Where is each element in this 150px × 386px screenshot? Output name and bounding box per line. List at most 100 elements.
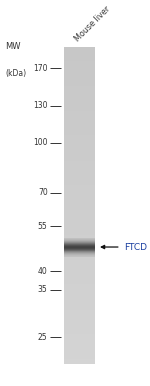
Bar	[64, 330, 95, 331]
Bar	[64, 102, 95, 103]
Bar	[64, 164, 95, 165]
Bar	[64, 119, 95, 120]
Bar	[64, 157, 95, 159]
Bar	[64, 148, 95, 149]
Bar	[64, 362, 95, 364]
Bar	[64, 111, 95, 112]
Bar	[64, 135, 95, 136]
Bar	[64, 269, 95, 271]
Bar	[64, 151, 95, 152]
Bar	[64, 70, 95, 71]
Bar	[64, 146, 95, 147]
Bar	[64, 71, 95, 72]
Bar	[64, 292, 95, 293]
Bar	[64, 180, 95, 181]
Bar	[64, 81, 95, 83]
Bar	[64, 236, 95, 237]
Bar	[64, 197, 95, 198]
Bar	[64, 152, 95, 153]
Text: (kDa): (kDa)	[5, 69, 26, 78]
Bar	[64, 58, 95, 59]
Bar	[64, 298, 95, 299]
Bar	[64, 154, 95, 156]
Bar	[64, 91, 95, 92]
Bar	[64, 288, 95, 289]
Bar	[64, 295, 95, 296]
Bar	[64, 144, 95, 145]
Bar	[64, 84, 95, 85]
Bar	[64, 259, 95, 260]
Bar	[64, 239, 95, 240]
Bar	[64, 108, 95, 109]
Bar	[64, 199, 95, 200]
Bar	[64, 235, 95, 236]
Bar	[64, 134, 95, 135]
Bar	[64, 114, 95, 115]
Bar	[64, 350, 95, 351]
Bar	[64, 331, 95, 332]
Bar	[64, 132, 95, 133]
Bar	[64, 182, 95, 183]
Bar	[64, 312, 95, 313]
Bar	[64, 230, 95, 232]
Bar	[64, 169, 95, 170]
Bar	[64, 223, 95, 224]
Bar	[64, 337, 95, 338]
Bar	[64, 100, 95, 102]
Bar	[64, 359, 95, 361]
Text: 130: 130	[33, 101, 48, 110]
Bar	[64, 265, 95, 266]
Bar	[64, 245, 95, 246]
Bar	[64, 98, 95, 100]
Bar	[64, 227, 95, 229]
Bar	[64, 206, 95, 207]
Bar	[64, 142, 95, 143]
Bar	[64, 76, 95, 77]
Bar	[64, 305, 95, 306]
Bar	[64, 320, 95, 321]
Bar	[64, 125, 95, 126]
Bar	[64, 275, 95, 276]
Bar	[64, 281, 95, 282]
Bar	[64, 322, 95, 323]
Bar	[64, 198, 95, 199]
Bar	[64, 83, 95, 84]
Bar	[64, 217, 95, 218]
Bar	[64, 179, 95, 180]
Bar	[64, 303, 95, 305]
Bar	[64, 291, 95, 292]
Bar	[64, 260, 95, 261]
Bar	[64, 286, 95, 288]
Bar	[64, 215, 95, 216]
Bar	[64, 216, 95, 217]
Text: 40: 40	[38, 267, 48, 276]
Bar	[64, 166, 95, 167]
Bar	[64, 333, 95, 334]
Bar	[64, 232, 95, 233]
Bar	[64, 301, 95, 302]
Bar	[64, 143, 95, 144]
Bar	[64, 335, 95, 336]
Bar	[64, 300, 95, 301]
Bar	[64, 278, 95, 279]
Bar	[64, 201, 95, 202]
Bar	[64, 328, 95, 329]
Bar	[64, 334, 95, 335]
Bar	[64, 237, 95, 238]
Bar	[64, 53, 95, 54]
Bar	[64, 255, 95, 256]
Bar	[64, 357, 95, 358]
Bar	[64, 60, 95, 61]
Bar	[64, 338, 95, 339]
Bar	[64, 258, 95, 259]
Text: 170: 170	[33, 64, 48, 73]
Bar	[64, 120, 95, 122]
Bar	[64, 264, 95, 265]
Bar	[64, 262, 95, 263]
Bar	[64, 349, 95, 350]
Bar	[64, 200, 95, 201]
Bar	[64, 222, 95, 223]
Text: Mouse liver: Mouse liver	[73, 5, 112, 44]
Bar	[64, 140, 95, 141]
Bar	[64, 321, 95, 322]
